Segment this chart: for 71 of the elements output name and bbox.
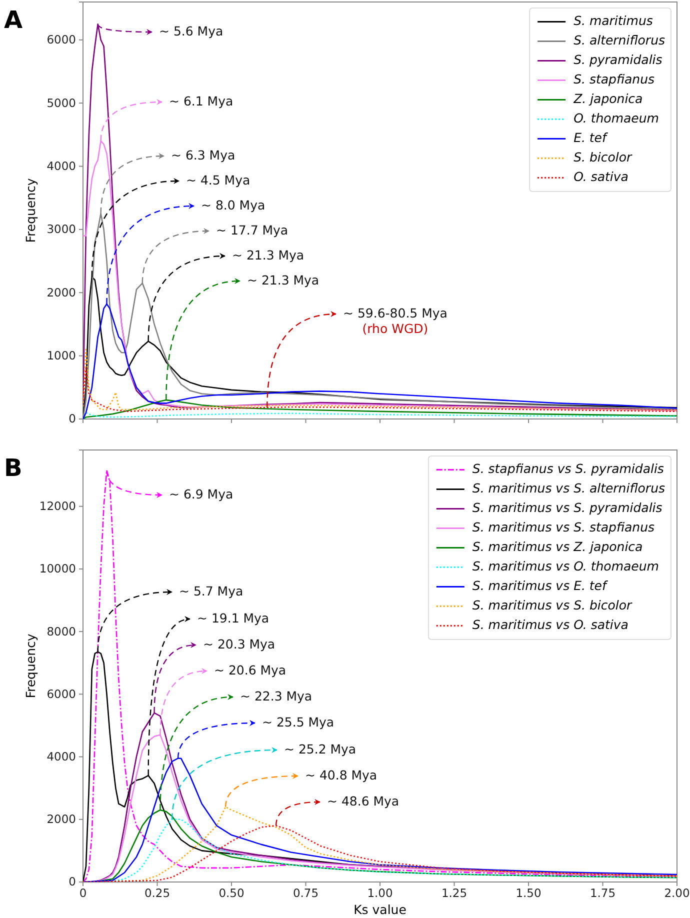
legend-label: S. maritimus vs Z. japonica [472,539,643,554]
y-tick-label: 4000 [46,158,76,173]
annotation: ~ 22.3 Mya [240,688,312,704]
y-tick-label: 5000 [46,96,76,110]
legend-label: S. bicolor [574,150,632,165]
x-tick-label: 1.25 [441,886,468,900]
annotation: ~ 21.3 Mya [232,247,304,262]
legend-label: S. maritimus vs O. sativa [472,617,628,632]
legend-label: S. maritimus vs O. thomaeum [472,558,659,574]
y-tick-label: 2000 [46,285,76,300]
annotation: ~ 6.3 Mya [171,147,236,162]
legend-label: E. tef [574,130,608,146]
y-tick-label: 10000 [39,562,76,576]
legend-label: S. maritimus vs S. stapfianus [472,520,656,535]
line-series [83,758,677,882]
annotation: ~ 6.9 Mya [169,486,234,502]
annotation: ~ 48.6 Mya [327,793,400,808]
y-tick-label: 0 [68,412,76,426]
line-series [83,303,677,419]
y-tick-label: 1000 [46,348,76,362]
annotation: (rho WGD) [362,320,428,336]
x-tick-label: 0 [79,886,87,900]
annotation: ~ 25.5 Mya [262,714,334,730]
legend-label: S. maritimus vs S. alterniflorus [472,480,666,496]
legend-label: S. pyramidalis [574,52,663,68]
annotation: ~ 19.1 Mya [197,610,270,626]
legend-label: S. stapfianus [574,72,656,87]
x-tick-label: 0.25 [144,886,170,900]
legend-label: S. maritimus vs S. bicolor [472,598,632,613]
x-tick-label: 1.50 [516,886,542,900]
annotation: ~ 5.7 Mya [179,583,244,598]
annotation: ~ 6.1 Mya [169,93,234,108]
annotation: ~ 8.0 Mya [201,197,266,212]
line-series [83,348,677,411]
y-axis-title: Frequency [23,633,38,698]
annotation: ~ 5.6 Mya [159,23,224,38]
legend-label: S. maritimus vs E. tef [472,578,608,594]
x-tick-label: 2.00 [664,886,690,900]
y-tick-label: 2000 [46,812,76,826]
x-tick-label: 1.75 [590,886,616,900]
annotation: ~ 20.3 Mya [203,636,276,652]
legend-label: S. maritimus [574,13,654,28]
y-tick-label: 3000 [46,222,76,236]
chart-title: A [4,6,23,34]
legend-label: S. stapfianus vs S. pyramidalis [472,461,664,476]
legend-label: S. alterniflorus [574,32,666,48]
legend-label: O. thomaeum [574,110,659,126]
y-axis-title: Frequency [23,178,38,243]
y-tick-label: 4000 [46,749,76,764]
y-tick-label: 12000 [39,499,76,514]
y-tick-label: 6000 [46,686,76,701]
annotation: ~ 21.3 Mya [247,272,320,288]
y-tick-label: 8000 [46,624,76,638]
annotation: ~ 20.6 Mya [214,662,286,678]
chart-title: B [4,454,22,482]
annotation: ~ 40.8 Mya [305,767,378,782]
annotation: ~ 17.7 Mya [216,222,288,238]
annotation: ~ 25.2 Mya [284,741,356,756]
legend-label: Z. japonica [572,91,643,106]
annotation: ~ 4.5 Mya [186,172,250,188]
line-series [83,368,677,412]
line-series [83,399,677,419]
x-tick-label: 0.75 [292,886,319,900]
y-tick-label: 0 [68,874,76,889]
x-tick-label: 0.50 [218,886,244,900]
annotation: ~ 59.6-80.5 Mya [343,305,448,320]
legend-label: S. maritimus vs S. pyramidalis [472,500,663,516]
y-tick-label: 6000 [46,32,76,47]
x-axis-title: Ks value [354,902,407,917]
x-tick-label: 1.00 [367,886,393,900]
legend-label: O. sativa [574,169,628,184]
